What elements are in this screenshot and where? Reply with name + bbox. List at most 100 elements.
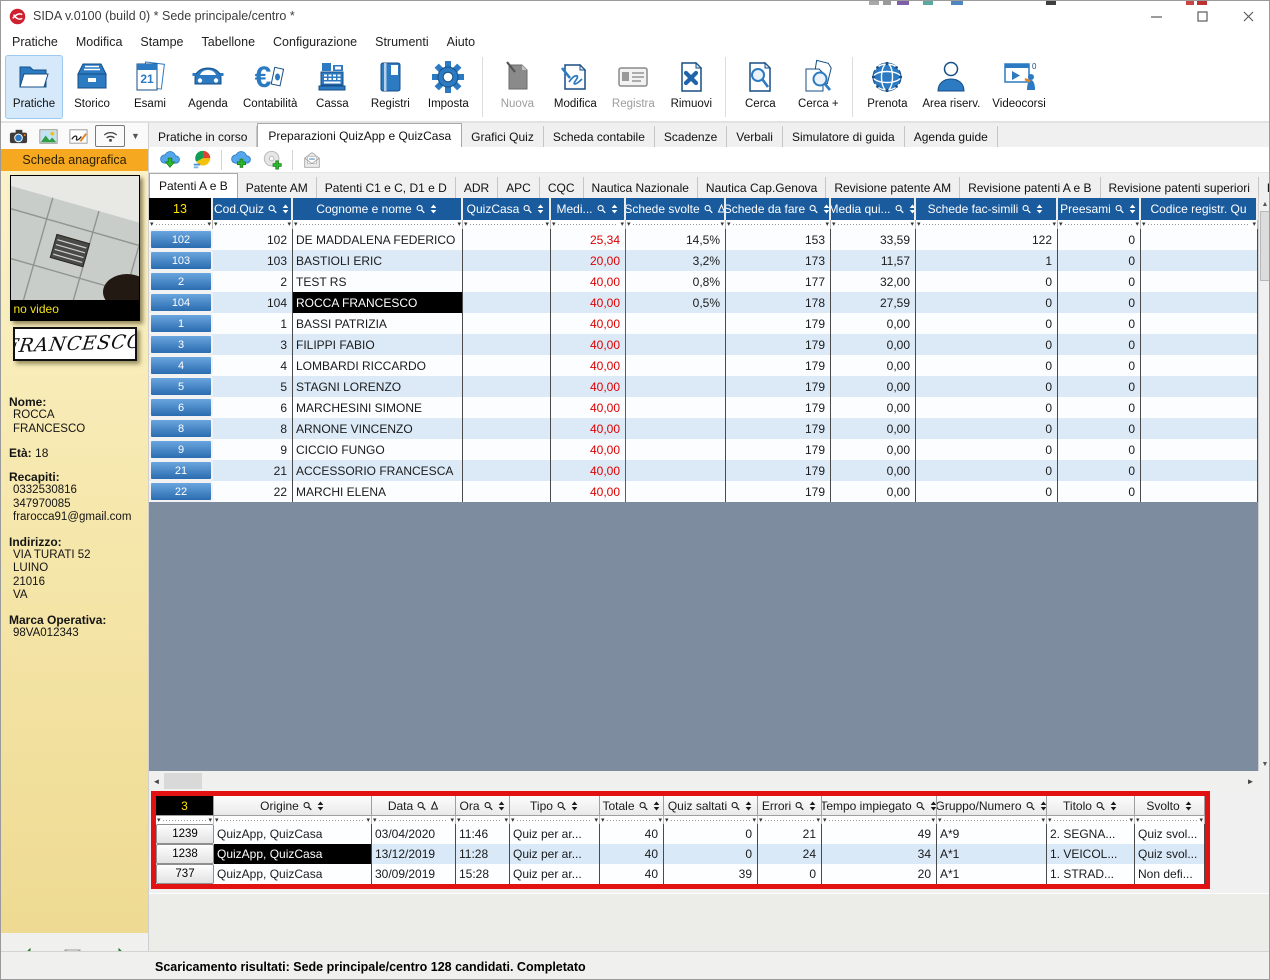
subtab-patenti-a-e-b[interactable]: Patenti A e B [149, 173, 238, 198]
filter-cell[interactable] [149, 220, 213, 229]
column-header-origine[interactable]: Origine [214, 796, 372, 816]
signature-pen-icon[interactable] [65, 125, 91, 147]
media-cell[interactable]: 40,00 [551, 460, 626, 481]
column-header-schede-fac-simili[interactable]: Schede fac-simili [916, 198, 1058, 220]
media-quiz-cell[interactable]: 11,57 [831, 250, 916, 271]
row-header[interactable]: 3 [149, 334, 213, 355]
row-header[interactable]: 1 [149, 313, 213, 334]
toolbar-esami-button[interactable]: 21 Esami [121, 55, 179, 119]
close-button[interactable] [1225, 1, 1270, 31]
subtab-apc[interactable]: APC [498, 177, 540, 198]
cognome-nome-cell[interactable]: ARNONE VINCENZO [293, 418, 463, 439]
row-header[interactable]: 22 [149, 481, 213, 502]
preesami-cell[interactable]: 0 [1058, 418, 1141, 439]
schede-da-fare-cell[interactable]: 179 [726, 313, 831, 334]
preesami-cell[interactable]: 0 [1058, 481, 1141, 502]
totale-cell[interactable]: 40 [600, 844, 664, 864]
tab-preparazioni-quizapp[interactable]: Preparazioni QuizApp e QuizCasa [257, 123, 462, 147]
filter-cell[interactable] [937, 816, 1047, 824]
codice-registrazione-cell[interactable] [1141, 334, 1258, 355]
schede-svolte-cell[interactable]: 3,2% [626, 250, 726, 271]
menu-strumenti[interactable]: Strumenti [366, 33, 438, 51]
tab-scadenze[interactable]: Scadenze [655, 126, 727, 147]
media-cell[interactable]: 25,34 [551, 229, 626, 250]
schede-svolte-cell[interactable] [626, 439, 726, 460]
candidate-row[interactable]: 21 21 ACCESSORIO FRANCESCA 40,00 179 0,0… [149, 460, 1258, 481]
column-header-cognome-e-nome[interactable]: Cognome e nome [293, 198, 463, 220]
codice-registrazione-cell[interactable] [1141, 418, 1258, 439]
subtab-cqc[interactable]: CQC [540, 177, 584, 198]
quizcasa-cell[interactable] [463, 292, 551, 313]
detail-row-count-cell[interactable]: 3 [156, 796, 214, 816]
subtab-nautica-nazionale[interactable]: Nautica Nazionale [584, 177, 698, 198]
cognome-nome-cell[interactable]: MARCHI ELENA [293, 481, 463, 502]
schede-da-fare-cell[interactable]: 179 [726, 334, 831, 355]
row-header[interactable]: 9 [149, 439, 213, 460]
toolbar-agenda-button[interactable]: Agenda [179, 55, 237, 119]
quiz-saltati-cell[interactable]: 0 [664, 824, 758, 844]
candidate-row[interactable]: 2 2 TEST RS 40,00 0,8% 177 32,00 0 0 [149, 271, 1258, 292]
cod-quiz-cell[interactable]: 102 [213, 229, 293, 250]
schede-svolte-cell[interactable] [626, 355, 726, 376]
media-quiz-cell[interactable]: 32,00 [831, 271, 916, 292]
cognome-nome-cell[interactable]: FILIPPI FABIO [293, 334, 463, 355]
filter-cell[interactable] [916, 220, 1058, 229]
scroll-down-icon[interactable]: ▼ [1259, 758, 1270, 771]
toolbar-rimuovi-button[interactable]: Rimuovi [662, 55, 720, 119]
toolbar-registri-button[interactable]: Registri [361, 55, 419, 119]
candidate-row[interactable]: 22 22 MARCHI ELENA 40,00 179 0,00 0 0 [149, 481, 1258, 502]
schede-da-fare-cell[interactable]: 179 [726, 376, 831, 397]
schede-svolte-cell[interactable] [626, 334, 726, 355]
schede-da-fare-cell[interactable]: 179 [726, 418, 831, 439]
quizcasa-cell[interactable] [463, 229, 551, 250]
filter-cell[interactable] [1058, 220, 1141, 229]
disc-add-icon[interactable] [260, 149, 286, 171]
schede-fac-simili-cell[interactable]: 0 [916, 481, 1058, 502]
filter-cell[interactable] [726, 220, 831, 229]
schede-fac-simili-cell[interactable]: 1 [916, 250, 1058, 271]
quiz-saltati-cell[interactable]: 39 [664, 864, 758, 884]
schede-fac-simili-cell[interactable]: 0 [916, 460, 1058, 481]
minimize-button[interactable] [1133, 1, 1179, 31]
column-header-ora[interactable]: Ora [456, 796, 510, 816]
subtab-revisione-patenti-a-e-b[interactable]: Revisione patenti A e B [960, 177, 1100, 198]
codice-registrazione-cell[interactable] [1141, 229, 1258, 250]
totale-cell[interactable]: 40 [600, 864, 664, 884]
cognome-nome-cell[interactable]: TEST RS [293, 271, 463, 292]
row-header[interactable]: 5 [149, 376, 213, 397]
media-cell[interactable]: 40,00 [551, 292, 626, 313]
subtab-nautica-cap-genova[interactable]: Nautica Cap.Genova [698, 177, 826, 198]
column-header-errori[interactable]: Errori [758, 796, 822, 816]
schede-da-fare-cell[interactable]: 153 [726, 229, 831, 250]
codice-registrazione-cell[interactable] [1141, 376, 1258, 397]
column-header-quizcasa[interactable]: QuizCasa [463, 198, 551, 220]
tab-agenda-guide[interactable]: Agenda guide [905, 126, 998, 147]
candidate-row[interactable]: 104 104 ROCCA FRANCESCO 40,00 0,5% 178 2… [149, 292, 1258, 313]
media-cell[interactable]: 20,00 [551, 250, 626, 271]
subtab-patente-am[interactable]: Patente AM [238, 177, 317, 198]
media-quiz-cell[interactable]: 0,00 [831, 439, 916, 460]
media-cell[interactable]: 40,00 [551, 376, 626, 397]
quizcasa-cell[interactable] [463, 481, 551, 502]
cod-quiz-cell[interactable]: 6 [213, 397, 293, 418]
cognome-nome-cell[interactable]: BASSI PATRIZIA [293, 313, 463, 334]
gruppo-numero-cell[interactable]: A*1 [937, 844, 1047, 864]
candidate-row[interactable]: 3 3 FILIPPI FABIO 40,00 179 0,00 0 0 [149, 334, 1258, 355]
media-quiz-cell[interactable]: 0,00 [831, 397, 916, 418]
cognome-nome-cell[interactable]: MARCHESINI SIMONE [293, 397, 463, 418]
preesami-cell[interactable]: 0 [1058, 292, 1141, 313]
maximize-button[interactable] [1179, 1, 1225, 31]
media-quiz-cell[interactable]: 0,00 [831, 376, 916, 397]
svolto-cell[interactable]: Quiz svol... [1135, 824, 1205, 844]
scrollbar-thumb[interactable] [1260, 211, 1270, 281]
row-header[interactable]: 737 [156, 864, 214, 884]
column-header-data[interactable]: Data [372, 796, 456, 816]
schede-svolte-cell[interactable]: 0,8% [626, 271, 726, 292]
toolbar-nuova-button[interactable]: Nuova [488, 55, 546, 119]
codice-registrazione-cell[interactable] [1141, 292, 1258, 313]
column-header-tempo-impiegato[interactable]: Tempo impiegato [822, 796, 937, 816]
cognome-nome-cell[interactable]: CICCIO FUNGO [293, 439, 463, 460]
filter-cell[interactable] [372, 816, 456, 824]
column-header-schede-svolte[interactable]: Schede svolte [626, 198, 726, 220]
cognome-nome-cell[interactable]: ACCESSORIO FRANCESCA [293, 460, 463, 481]
